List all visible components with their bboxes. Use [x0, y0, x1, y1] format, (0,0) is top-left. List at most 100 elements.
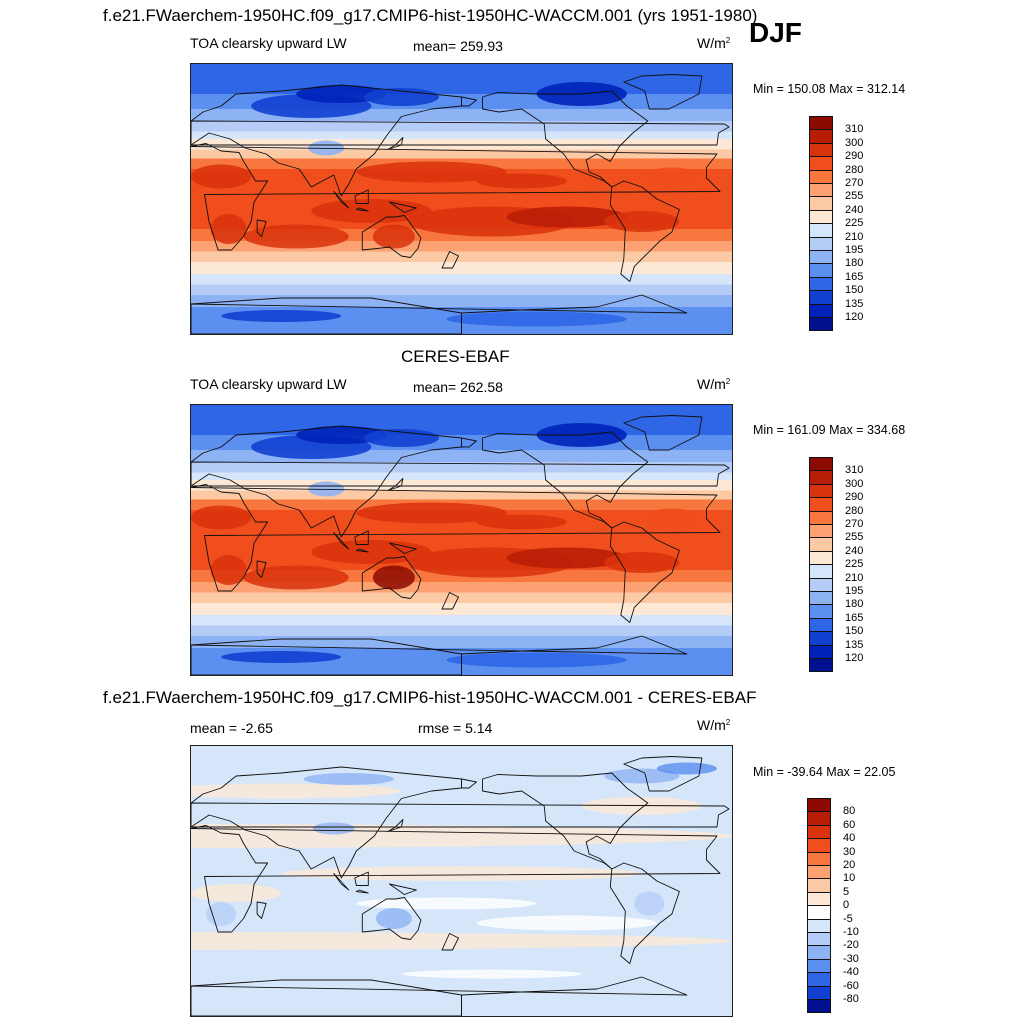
colorbar-tick-label: 5: [843, 885, 850, 898]
colorbar-box: [809, 631, 833, 646]
colorbar-tick-label: 120: [845, 652, 864, 664]
colorbar-box: [807, 985, 831, 1000]
map-obs: [190, 404, 733, 676]
colorbar-box: [807, 824, 831, 840]
colorbar-tick-label: -30: [843, 952, 859, 965]
colorbar-tick-label: 60: [843, 818, 856, 831]
colorbar-box: [807, 851, 831, 866]
colorbar-box: [809, 183, 833, 198]
colorbar-box: [809, 209, 833, 225]
season-label: DJF: [749, 17, 802, 48]
colorbar-box: [809, 196, 833, 211]
colorbar-tick-label: 210: [845, 571, 864, 584]
map-plot: [191, 405, 732, 675]
units-label: W/m2: [697, 35, 731, 51]
colorbar-tick-label: 165: [845, 270, 864, 283]
colorbar-box: [809, 142, 833, 158]
colorbar-box: [809, 577, 833, 592]
colorbar-tick-label: 280: [845, 163, 864, 176]
colorbar-tick-label: -10: [843, 926, 859, 938]
colorbar-tick-label: 40: [843, 832, 856, 845]
panel-title: CERES-EBAF: [401, 347, 510, 366]
colorbar-box: [807, 811, 831, 826]
colorbar-box: [809, 263, 833, 278]
colorbar-tick-label: 255: [845, 190, 864, 203]
colorbar-box: [809, 524, 833, 539]
colorbar-tick-label: 80: [843, 805, 856, 818]
colorbar-tick-label: 20: [843, 859, 856, 871]
colorbar-tick-label: 290: [845, 150, 864, 163]
colorbar-tick-label: 150: [845, 284, 864, 297]
colorbar-tick-label: 240: [845, 544, 864, 557]
colorbar-box: [809, 303, 833, 318]
colorbar-box: [809, 223, 833, 238]
colorbar-tick-label: -5: [843, 912, 853, 925]
colorbar-tick-label: 280: [845, 504, 864, 517]
colorbar-tick-label: 120: [845, 311, 864, 323]
colorbar-tick-label: -20: [843, 939, 859, 952]
colorbar-box: [807, 958, 831, 974]
colorbar-box: [809, 564, 833, 579]
colorbar-tick-label: 290: [845, 491, 864, 504]
colorbar-tick-label: 270: [845, 518, 864, 530]
colorbar-box: [809, 604, 833, 619]
variable-label: TOA clearsky upward LW: [190, 35, 347, 51]
variable-label: TOA clearsky upward LW: [190, 376, 347, 392]
map-diff: [190, 745, 733, 1017]
colorbar-tick-label: 210: [845, 230, 864, 243]
colorbar-box: [809, 276, 833, 292]
units-label: W/m2: [697, 717, 731, 733]
colorbar-tick-label: 195: [845, 585, 864, 597]
colorbar-box: [809, 290, 833, 305]
rmse-label: rmse = 5.14: [418, 720, 493, 736]
minmax-label: Min = 161.09 Max = 334.68: [753, 423, 906, 437]
colorbar-box: [807, 932, 831, 947]
colorbar-box: [809, 483, 833, 499]
panel-title: f.e21.FWaerchem-1950HC.f09_g17.CMIP6-his…: [103, 688, 757, 707]
colorbar-tick-label: 30: [843, 845, 856, 858]
colorbar-box: [807, 905, 831, 920]
colorbar-tick-label: 270: [845, 177, 864, 189]
colorbar-tick-label: 195: [845, 244, 864, 256]
colorbar-box: [809, 317, 833, 332]
colorbar-tick-label: 135: [845, 297, 864, 310]
colorbar-box: [809, 591, 833, 606]
colorbar-box: [807, 838, 831, 853]
mean-label: mean = -2.65: [190, 720, 273, 736]
colorbar-box: [807, 878, 831, 893]
colorbar-tick-label: 255: [845, 531, 864, 544]
colorbar-tick-label: 300: [845, 477, 864, 490]
minmax-label: Min = 150.08 Max = 312.14: [753, 82, 906, 96]
colorbar-tick-label: 150: [845, 625, 864, 638]
colorbar-tick-label: 0: [843, 899, 850, 912]
colorbar-tick-label: 225: [845, 217, 864, 230]
colorbar-box: [809, 537, 833, 552]
colorbar-box: [809, 644, 833, 659]
colorbar-box: [809, 250, 833, 265]
colorbar-tick-label: 180: [845, 598, 864, 611]
colorbar-tick-label: 225: [845, 558, 864, 571]
colorbar-box: [809, 236, 833, 251]
units-label: W/m2: [697, 376, 731, 392]
colorbar-box: [809, 550, 833, 566]
colorbar-tick-label: 165: [845, 611, 864, 624]
colorbar-tick-label: 10: [843, 872, 856, 885]
colorbar-box: [807, 865, 831, 880]
colorbar-tick-label: 135: [845, 638, 864, 651]
colorbar-box: [807, 972, 831, 987]
colorbar-box: [809, 617, 833, 633]
map-model: [190, 63, 733, 335]
mean-label: mean= 259.93: [413, 38, 503, 54]
colorbar-box: [807, 798, 831, 813]
map-plot: [191, 746, 732, 1016]
colorbar-tick-label: -60: [843, 979, 859, 992]
colorbar-box: [807, 891, 831, 907]
colorbar-box: [807, 945, 831, 960]
colorbar-tick-label: -40: [843, 966, 859, 979]
colorbar-box: [809, 129, 833, 144]
map-plot: [191, 64, 732, 334]
colorbar-box: [809, 510, 833, 525]
colorbar-box: [809, 116, 833, 131]
colorbar-box: [807, 999, 831, 1014]
colorbar-box: [809, 156, 833, 171]
